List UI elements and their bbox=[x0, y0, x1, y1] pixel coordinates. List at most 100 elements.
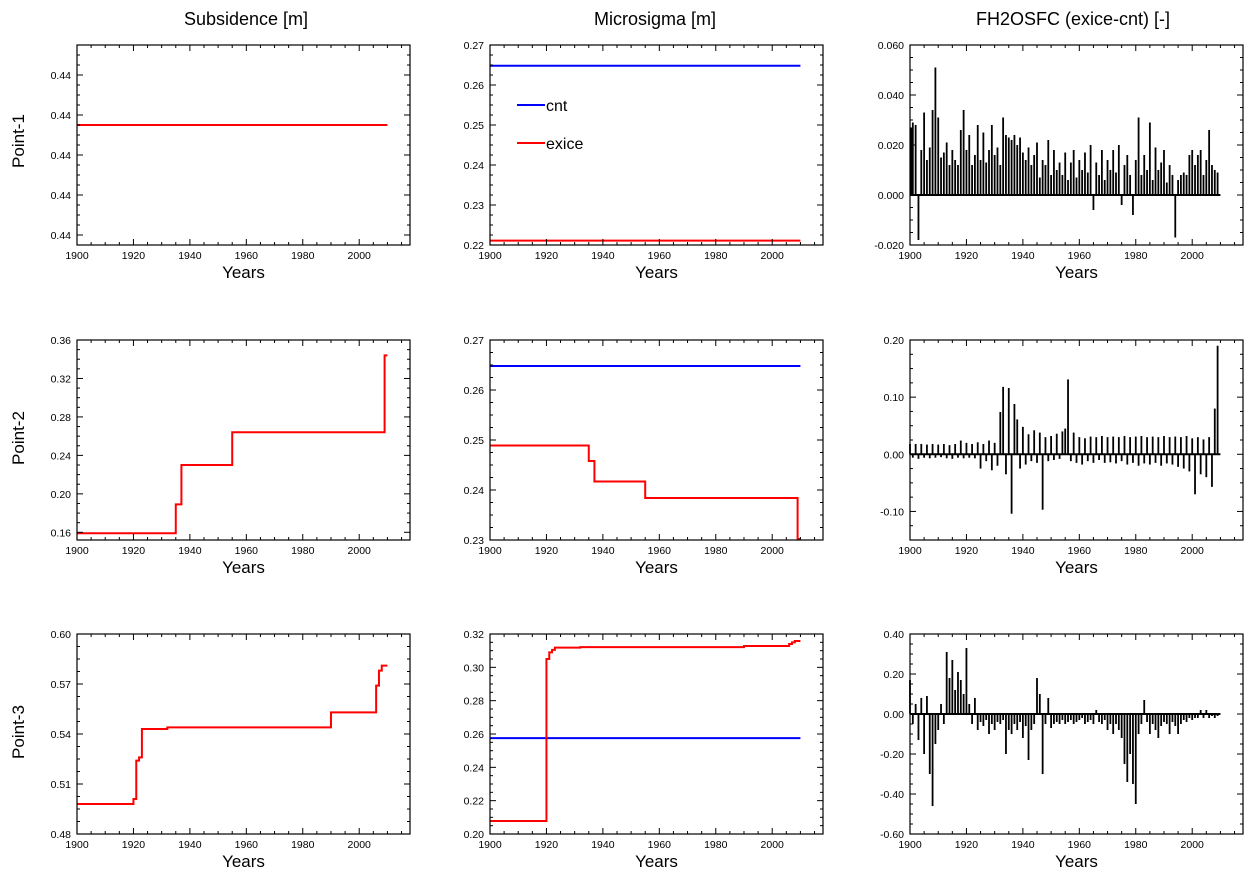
y-tick-label: -0.40 bbox=[880, 789, 904, 801]
panel-subsidence-point-2: 1900 1920 1940 1960 1980 2000 0.16 0.20 0.24 0.28… bbox=[51, 335, 411, 577]
panel-subsidence-point-3: 1900 1920 1940 1960 1980 2000 0.48 0.51 0.54 0.57… bbox=[51, 629, 411, 871]
plot-frame bbox=[909, 633, 1244, 835]
column-title-microsigma: Microsigma [m] bbox=[594, 9, 716, 29]
x-tick-label: 1960 bbox=[1068, 545, 1092, 557]
x-tick-label: 1980 bbox=[1124, 250, 1148, 262]
x-tick-label: 1960 bbox=[235, 250, 259, 262]
x-tick-label: 1900 bbox=[898, 250, 922, 262]
x-tick-label: 1920 bbox=[122, 250, 146, 262]
y-tick-label: 0.30 bbox=[464, 662, 485, 674]
legend: cnt exice bbox=[517, 98, 583, 153]
y-tick-label: 0.22 bbox=[464, 796, 485, 808]
x-tick-label: 1900 bbox=[65, 545, 89, 557]
x-tick-label: 1920 bbox=[535, 545, 559, 557]
x-tick-label: 1900 bbox=[65, 250, 89, 262]
legend-label-cnt: cnt bbox=[546, 98, 568, 115]
series-exice-cnt-fh2osfc-point-2 bbox=[909, 345, 1221, 514]
x-tick-label: 1980 bbox=[291, 839, 315, 851]
x-tick-label: 1920 bbox=[955, 250, 979, 262]
x-tick-label: 1980 bbox=[291, 545, 315, 557]
panel-microsigma-point-3: 1900 1920 1940 1960 1980 2000 0.20 0.22 0.24 0.26… bbox=[464, 629, 824, 871]
y-tick-label: -0.20 bbox=[880, 749, 904, 761]
y-tick-label: 0.40 bbox=[884, 629, 905, 641]
x-tick-label: 1900 bbox=[478, 250, 502, 262]
plot-frame bbox=[489, 633, 824, 835]
x-tick-label: 1900 bbox=[898, 545, 922, 557]
x-tick-label: 2000 bbox=[1181, 839, 1205, 851]
column-titles: Subsidence [m] Microsigma [m] FH2OSFC (e… bbox=[184, 9, 1170, 29]
x-tick-label: 1960 bbox=[648, 250, 672, 262]
y-tick-label: -0.020 bbox=[874, 240, 904, 252]
x-tick-label: 1940 bbox=[1011, 250, 1035, 262]
y-tick-label: 0.24 bbox=[464, 485, 485, 497]
panel-microsigma-point-1: 1900 1920 1940 1960 1980 2000 0.22 0.23 0.24 0.25… bbox=[464, 40, 824, 282]
y-tick-label: 0.26 bbox=[464, 729, 485, 741]
x-tick-label: 1960 bbox=[1068, 839, 1092, 851]
x-tick-label: 1940 bbox=[178, 250, 202, 262]
chart-panels: 1900 1920 1940 1960 1980 2000 0.44 0.44 0.44 0.44… bbox=[51, 40, 1244, 871]
y-tick-label: 0.26 bbox=[464, 385, 485, 397]
x-tick-label: 1960 bbox=[648, 839, 672, 851]
panel-fh2osfc-point-3: 1900 1920 1940 1960 1980 2000 -0.60 -0.40 -0.20 0… bbox=[880, 629, 1244, 871]
row-label-point-1: Point-1 bbox=[9, 114, 28, 168]
panel-microsigma-point-2: 1900 1920 1940 1960 1980 2000 0.23 0.24 0.25 0.26… bbox=[464, 335, 824, 577]
x-tick-label: 2000 bbox=[1181, 545, 1205, 557]
y-tick-label: 0.51 bbox=[51, 779, 72, 791]
x-tick-label: 2000 bbox=[348, 839, 372, 851]
row-label-point-2: Point-2 bbox=[9, 411, 28, 465]
y-tick-label: 0.44 bbox=[51, 70, 72, 82]
y-tick-label: 0.000 bbox=[878, 190, 904, 202]
x-tick-label: 1980 bbox=[704, 839, 728, 851]
x-tick-label: 1920 bbox=[955, 839, 979, 851]
y-tick-label: 0.27 bbox=[464, 335, 485, 347]
legend-label-exice: exice bbox=[546, 136, 583, 153]
y-tick-label: 0.00 bbox=[884, 709, 905, 721]
y-tick-label: 0.44 bbox=[51, 230, 72, 242]
y-tick-label: 0.040 bbox=[878, 90, 904, 102]
y-tick-label: 0.60 bbox=[51, 629, 72, 641]
x-tick-label: 2000 bbox=[348, 250, 372, 262]
y-tick-label: 0.44 bbox=[51, 190, 72, 202]
x-tick-label: 1960 bbox=[235, 839, 259, 851]
panel-fh2osfc-point-2: 1900 1920 1940 1960 1980 2000 -0.10 0.00 0.10 0.2… bbox=[880, 335, 1244, 577]
y-tick-label: 0.20 bbox=[464, 829, 485, 841]
x-axis-label: Years bbox=[222, 263, 265, 282]
column-title-subsidence: Subsidence [m] bbox=[184, 9, 308, 29]
column-title-fh2osfc: FH2OSFC (exice-cnt) [-] bbox=[976, 9, 1170, 29]
x-axis-label: Years bbox=[635, 852, 678, 871]
x-axis-label: Years bbox=[222, 852, 265, 871]
panel-fh2osfc-point-1: 1900 1920 1940 1960 1980 2000 -0.020 0.000 0.020… bbox=[874, 40, 1244, 282]
row-label-point-3: Point-3 bbox=[9, 705, 28, 759]
y-tick-label: 0.25 bbox=[464, 120, 485, 132]
y-tick-label: 0.24 bbox=[51, 450, 72, 462]
y-tick-label: 0.16 bbox=[51, 527, 72, 539]
y-tick-label: 0.36 bbox=[51, 335, 72, 347]
x-tick-label: 1900 bbox=[478, 545, 502, 557]
x-tick-label: 1960 bbox=[235, 545, 259, 557]
x-tick-label: 1920 bbox=[122, 839, 146, 851]
y-tick-label: 0.28 bbox=[464, 696, 485, 708]
x-tick-label: 2000 bbox=[761, 545, 785, 557]
y-tick-label: 0.24 bbox=[464, 762, 485, 774]
x-axis-label: Years bbox=[1055, 263, 1098, 282]
plot-frame bbox=[489, 44, 824, 246]
x-axis-label: Years bbox=[635, 558, 678, 577]
x-tick-label: 2000 bbox=[761, 250, 785, 262]
y-tick-label: 0.48 bbox=[51, 829, 72, 841]
y-tick-label: 0.20 bbox=[884, 669, 905, 681]
x-tick-label: 1900 bbox=[478, 839, 502, 851]
y-tick-label: 0.23 bbox=[464, 200, 485, 212]
x-tick-label: 1940 bbox=[1011, 545, 1035, 557]
x-axis-label: Years bbox=[222, 558, 265, 577]
x-tick-label: 1940 bbox=[591, 250, 615, 262]
series-line-exice bbox=[490, 444, 801, 540]
y-tick-label: 0.10 bbox=[884, 392, 905, 404]
x-tick-label: 1900 bbox=[898, 839, 922, 851]
series-line-exice bbox=[490, 640, 801, 822]
y-tick-label: 0.24 bbox=[464, 160, 485, 172]
y-tick-label: 0.27 bbox=[464, 40, 485, 52]
y-tick-label: 0.28 bbox=[51, 412, 72, 424]
y-tick-label: 0.00 bbox=[884, 449, 905, 461]
x-tick-label: 1980 bbox=[1124, 545, 1148, 557]
x-tick-label: 1940 bbox=[591, 545, 615, 557]
